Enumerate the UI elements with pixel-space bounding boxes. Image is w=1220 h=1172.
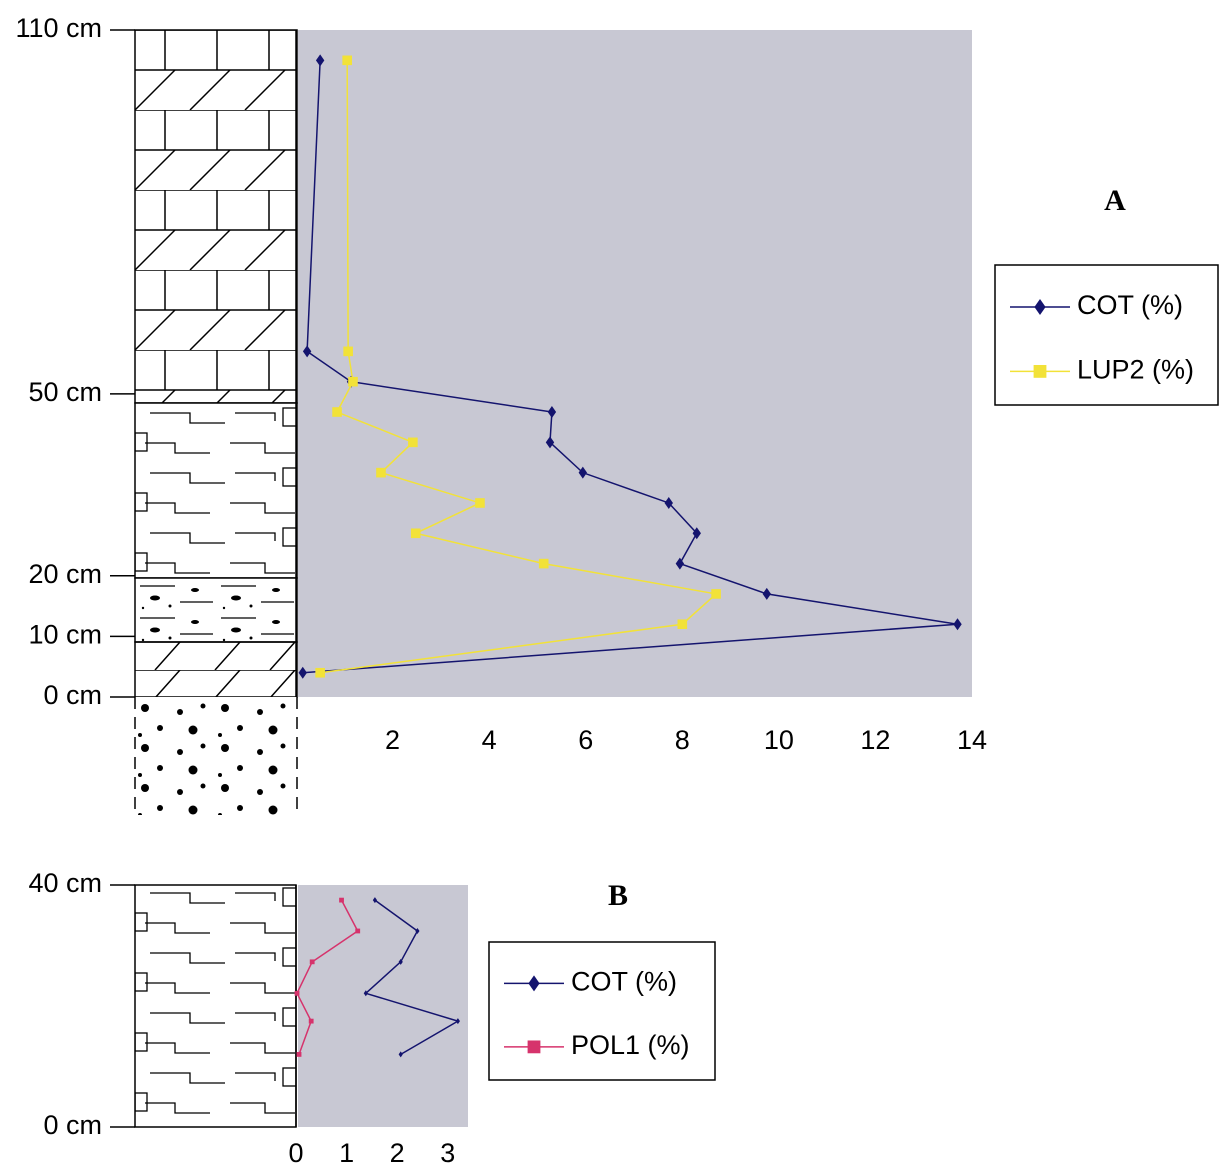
y-tick-label: 110 cm (15, 13, 102, 43)
marker (315, 667, 325, 678)
marker (342, 55, 352, 66)
marker (339, 897, 344, 903)
marker (348, 376, 358, 387)
y-tick-label: 0 cm (43, 680, 102, 710)
marker (578, 466, 588, 479)
marker (545, 436, 555, 449)
marker (527, 1040, 541, 1054)
marker (953, 618, 962, 631)
y-tick-label: 20 cm (28, 559, 102, 589)
legend-box (488, 941, 716, 1081)
marker (372, 897, 378, 904)
marker (711, 589, 721, 599)
marker (294, 990, 300, 996)
legend-label: LUP2 (%) (1077, 355, 1194, 385)
marker (398, 958, 403, 965)
marker (547, 406, 557, 419)
series-line (320, 60, 718, 674)
x-tick-label: 4 (482, 725, 497, 755)
marker (415, 927, 420, 934)
marker (376, 467, 386, 478)
panel-label: B (608, 879, 628, 912)
marker (308, 1018, 314, 1024)
marker (315, 54, 325, 67)
x-tick-label: 8 (675, 725, 690, 755)
marker (528, 975, 540, 992)
lithology-column-a (134, 29, 298, 815)
marker (410, 528, 421, 539)
legend-label: POL1 (%) (571, 1030, 690, 1060)
x-tick-label: 3 (440, 1138, 455, 1167)
x-tick-label: 2 (385, 725, 400, 755)
x-tick-label: 14 (957, 725, 987, 755)
y-tick-label: 50 cm (28, 377, 102, 407)
marker (1033, 365, 1047, 378)
marker (1034, 299, 1046, 315)
marker (355, 928, 361, 934)
marker (408, 437, 418, 448)
legend-box (994, 264, 1219, 406)
y-tick-label: 40 cm (28, 868, 102, 898)
legend-label: COT (%) (571, 967, 677, 997)
series-line (302, 60, 958, 674)
plot-area (298, 30, 972, 697)
marker (475, 498, 485, 508)
plot-area (298, 885, 468, 1127)
marker (298, 666, 307, 679)
x-tick-label: 10 (764, 725, 794, 755)
x-tick-label: 12 (860, 725, 890, 755)
series-line (296, 899, 359, 1055)
marker (302, 345, 312, 358)
marker (296, 1052, 302, 1057)
marker (762, 587, 771, 600)
x-tick-label: 2 (390, 1138, 405, 1167)
panel-label: A (1104, 184, 1126, 217)
marker (332, 407, 342, 417)
y-tick-label: 0 cm (43, 1110, 102, 1140)
marker (692, 527, 701, 540)
marker (675, 557, 685, 570)
x-tick-label: 1 (339, 1138, 354, 1167)
x-tick-label: 0 (288, 1138, 303, 1167)
marker (343, 346, 353, 357)
y-tick-label: 10 cm (28, 619, 102, 649)
lithology-column-b (134, 884, 297, 1128)
marker (455, 1018, 460, 1025)
marker (664, 496, 673, 509)
marker (398, 1051, 403, 1058)
x-tick-label: 6 (578, 725, 593, 755)
marker (677, 619, 688, 630)
series-line (364, 899, 460, 1056)
marker (309, 959, 315, 965)
marker (363, 990, 368, 997)
legend-label: COT (%) (1077, 290, 1183, 320)
marker (538, 558, 549, 569)
